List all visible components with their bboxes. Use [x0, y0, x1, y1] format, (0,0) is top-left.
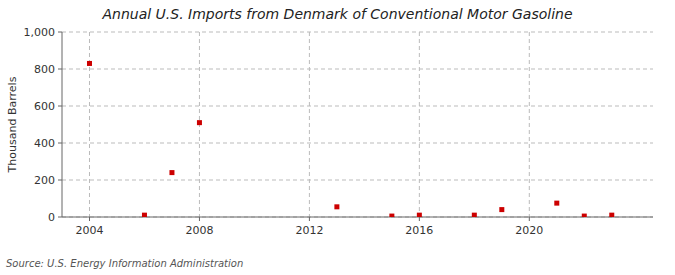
x-tick	[419, 217, 420, 221]
y-tick-label: 1,000	[24, 26, 56, 39]
y-tick	[58, 180, 62, 181]
x-tick	[529, 217, 530, 221]
point	[609, 213, 614, 217]
y-tick-label: 200	[34, 174, 55, 187]
y-tick	[58, 69, 62, 70]
x-tick-label: 2016	[405, 224, 433, 237]
x-grid-line	[309, 32, 310, 217]
y-tick-label: 800	[34, 63, 55, 76]
x-tick-label: 2004	[75, 224, 103, 237]
x-tick	[309, 217, 310, 221]
source-note: Source: U.S. Energy Information Administ…	[6, 258, 243, 269]
title: Annual U.S. Imports from Denmark of Conv…	[101, 6, 572, 22]
y-grid-line	[62, 217, 653, 218]
axes: 0 200 400 600 800 1,000 2004 2008 2012 2016 2020	[24, 26, 654, 237]
point	[197, 120, 202, 125]
point	[499, 207, 504, 212]
point	[389, 214, 394, 217]
y-grid-line	[62, 32, 653, 33]
x-tick-label: 2020	[515, 224, 543, 237]
x-tick-label: 2012	[295, 224, 323, 237]
y-grid-line	[62, 69, 653, 70]
chart-svg: Annual U.S. Imports from Denmark of Conv…	[0, 0, 675, 275]
x-grid-line	[419, 32, 420, 217]
y-axis-line	[62, 32, 63, 217]
point	[417, 213, 422, 217]
x-grid-line	[89, 32, 90, 217]
point	[334, 204, 339, 209]
x-tick-label: 2008	[185, 224, 213, 237]
y-tick	[58, 217, 62, 218]
y-tick	[58, 143, 62, 144]
y-grid-line	[62, 143, 653, 144]
y-axis-label: Thousand Barrels	[6, 76, 19, 173]
points	[87, 61, 614, 217]
point	[142, 213, 147, 217]
y-tick-label: 0	[48, 211, 55, 224]
y-tick	[58, 32, 62, 33]
chart-container: Annual U.S. Imports from Denmark of Conv…	[0, 0, 675, 275]
grid	[62, 32, 653, 217]
point	[582, 214, 587, 217]
x-tick	[199, 217, 200, 221]
x-grid-line	[529, 32, 530, 217]
point	[472, 213, 477, 217]
y-tick-label: 400	[34, 137, 55, 150]
y-tick	[58, 106, 62, 107]
y-grid-line	[62, 106, 653, 107]
x-axis-line	[62, 217, 653, 218]
point	[87, 61, 92, 66]
y-grid-line	[62, 180, 653, 181]
x-tick	[89, 217, 90, 221]
y-tick-label: 600	[34, 100, 55, 113]
point	[554, 201, 559, 206]
point	[169, 170, 174, 175]
